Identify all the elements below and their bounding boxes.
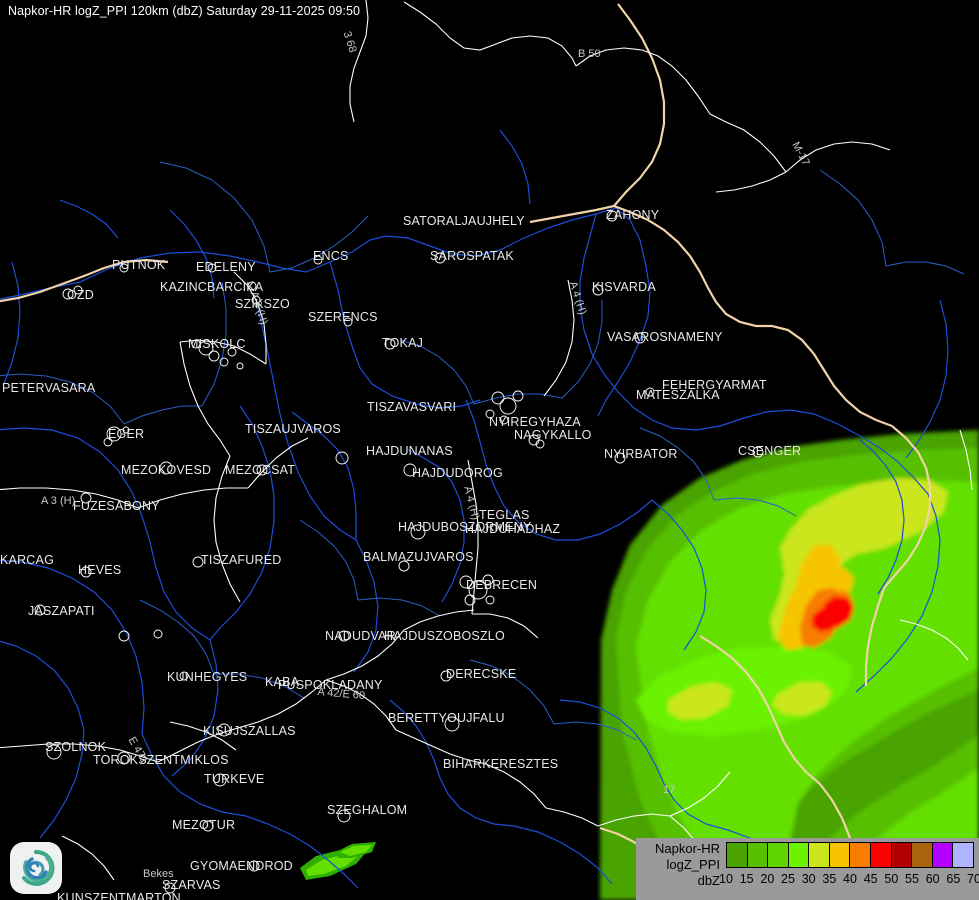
city-label: TISZAUJVAROS <box>245 422 341 436</box>
legend-swatch <box>871 843 892 867</box>
city-label: MEZOKOVESD <box>121 463 212 477</box>
city-label: KISVARDA <box>592 280 656 294</box>
legend-swatch <box>912 843 933 867</box>
city-label: ZAHONY <box>606 208 660 222</box>
city-label: MEZOTUR <box>172 818 236 832</box>
city-label: BERETTYOUJFALU <box>388 711 505 725</box>
cyclone-icon <box>22 849 55 886</box>
city-label: SZARVAS <box>162 878 221 892</box>
legend-swatch <box>932 843 954 867</box>
city-label: HAJDUDOROG <box>412 466 503 480</box>
city-label: KUNSZENTMARTON <box>57 891 181 900</box>
legend-tick: 65 <box>946 872 961 886</box>
city-label: DERECSKE <box>446 667 517 681</box>
city-label: EDELENY <box>196 260 256 274</box>
city-label: NADUDVAR <box>325 629 396 643</box>
city-label: VASAROSNAMENY <box>607 330 723 344</box>
legend-line-3: dbZ <box>697 873 720 888</box>
city-label: KABA <box>265 675 300 689</box>
city-label: HAJDUNANAS <box>366 444 453 458</box>
legend-tick: 15 <box>739 872 754 886</box>
city-label: TOKAJ <box>382 336 424 350</box>
city-label: SZIKSZO <box>235 297 290 311</box>
legend-tick: 70 <box>967 872 979 886</box>
legend-tick: 55 <box>905 872 919 886</box>
page-title: Napkor-HR logZ_PPI 120km (dbZ) Saturday … <box>8 4 361 18</box>
legend-swatch <box>747 843 769 867</box>
city-label: FUZESABONY <box>73 499 160 513</box>
road-label: B 50 <box>578 48 601 60</box>
city-label: JASZAPATI <box>28 604 95 618</box>
city-label: KAZINCBARCIKA <box>160 280 264 294</box>
city-label: TURKEVE <box>204 772 265 786</box>
city-label: SZEGHALOM <box>327 803 408 817</box>
city-label: TISZAFURED <box>201 553 282 567</box>
legend-swatch <box>850 843 872 867</box>
city-label: HAJDUSZOBOSZLO <box>384 629 505 643</box>
legend-tick: 35 <box>822 872 837 886</box>
legend-line-2: logZ_PPI <box>666 857 720 872</box>
road-label: Bekes <box>143 868 174 880</box>
city-label: KISUJSZALLAS <box>203 724 296 738</box>
city-label: BALMAZUJVAROS <box>363 550 474 564</box>
city-label: TISZAVASVARI <box>367 400 457 414</box>
legend-swatch <box>953 843 973 867</box>
cyclone-spiral-logo[interactable] <box>10 842 62 894</box>
city-label: HAJDUBOSZORMENY <box>398 520 532 534</box>
city-label: MISKOLC <box>188 337 246 351</box>
city-label: SATORALJAUJHELY <box>403 214 525 228</box>
city-label: TOROKSZENTMIKLOS <box>93 753 229 767</box>
road-label: A 3 (H) <box>41 495 76 507</box>
city-label: DEBRECEN <box>466 578 538 592</box>
city-label: SZERENCS <box>308 310 378 324</box>
city-label: TEGLAS <box>479 508 530 522</box>
city-label: KARCAG <box>0 553 54 567</box>
legend-swatch <box>829 843 851 867</box>
city-label: NAGYKALLO <box>514 428 592 442</box>
legend-swatch <box>788 843 810 867</box>
city-label: MEZOCSAT <box>225 463 296 477</box>
legend-tick: 40 <box>843 872 857 886</box>
city-label: SZOLNOK <box>45 740 107 754</box>
city-label: GYOMAENDROD <box>190 859 293 873</box>
city-label: MATESZALKA <box>636 388 720 402</box>
colorbar-legend[interactable]: Napkor-HR logZ_PPI dbZ 10 15 20 25 30 35 40 45 5… <box>636 838 979 900</box>
road-label: 17 <box>663 784 676 796</box>
city-label: OZD <box>67 288 94 302</box>
legend-tick: 20 <box>760 872 775 886</box>
city-label: NYIRBATOR <box>604 447 678 461</box>
legend-tick: 60 <box>925 872 940 886</box>
city-label: HEVES <box>78 563 122 577</box>
legend-tick: 45 <box>863 872 878 886</box>
city-label: CSENGER <box>738 444 802 458</box>
city-label: BIHARKERESZTES <box>443 757 559 771</box>
city-label: PUTNOK <box>112 258 166 272</box>
legend-tick: 30 <box>801 872 816 886</box>
legend-tick-labels: 10 15 20 25 30 35 40 45 50 55 60 65 70 <box>719 872 979 892</box>
legend-swatch <box>768 843 789 867</box>
legend-swatch <box>727 843 748 867</box>
legend-text: Napkor-HR logZ_PPI dbZ <box>640 841 720 889</box>
city-label: ENCS <box>313 249 349 263</box>
city-label: EGER <box>108 427 145 441</box>
city-label: SAROSPATAK <box>430 249 514 263</box>
city-label: FEHERGYARMAT <box>662 378 767 392</box>
city-label: PETERVASARA <box>2 381 96 395</box>
city-label: PUSPOKLADANY <box>278 678 383 692</box>
legend-tick: 50 <box>884 872 899 886</box>
legend-tick: 25 <box>781 872 795 886</box>
legend-tick: 10 <box>719 872 733 886</box>
legend-swatch <box>891 843 913 867</box>
city-label: KUNHEGYES <box>167 670 248 684</box>
legend-swatch <box>809 843 830 867</box>
legend-line-1: Napkor-HR <box>654 841 720 856</box>
legend-color-bar <box>726 842 974 868</box>
city-label: HAJDUHADHAZ <box>465 522 561 536</box>
city-label: NYIREGYHAZA <box>489 415 581 429</box>
